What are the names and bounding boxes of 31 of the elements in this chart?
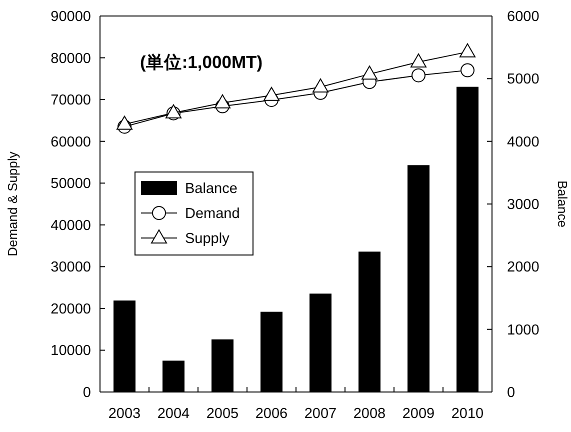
y2-tick-label: 0	[507, 385, 516, 401]
y-tick-label: 20000	[50, 301, 91, 318]
legend-label: Balance	[185, 181, 238, 197]
y2-tick-label: 5000	[507, 72, 540, 88]
y2-tick-label: 6000	[507, 9, 540, 25]
x-tick-label: 2006	[255, 406, 288, 422]
y2-tick-label: 3000	[507, 197, 540, 213]
x-tick-label: 2003	[108, 406, 141, 422]
annotation: (単位:1,000MT)	[140, 52, 263, 72]
x-tick-label: 2004	[157, 406, 190, 422]
y2-tick-label: 2000	[507, 260, 540, 276]
x-tick-label: 2010	[451, 406, 484, 422]
y-tick-label: 90000	[50, 9, 91, 25]
y2-tick-label: 1000	[507, 322, 540, 338]
y-tick-label: 50000	[50, 176, 91, 192]
y-tick-label: 40000	[50, 218, 91, 234]
x-tick-label: 2005	[206, 406, 239, 422]
x-tick-label: 2009	[402, 406, 435, 422]
x-tick-label: 2007	[304, 406, 337, 422]
x-tick-label: 2008	[353, 406, 386, 422]
y-tick-label: 70000	[50, 92, 91, 109]
y2-tick-label: 4000	[507, 134, 540, 150]
y-tick-label: 80000	[50, 50, 91, 67]
y-tick-label: 0	[82, 385, 91, 401]
y-tick-label: 60000	[50, 134, 91, 150]
legend-label: Demand	[185, 206, 240, 222]
y-tick-label: 10000	[50, 343, 91, 360]
legend-label: Supply	[185, 231, 230, 247]
y2-axis-title: Balance	[555, 180, 570, 228]
y-axis-title: Demand & Supply	[5, 151, 20, 256]
y-tick-label: 30000	[50, 260, 91, 276]
